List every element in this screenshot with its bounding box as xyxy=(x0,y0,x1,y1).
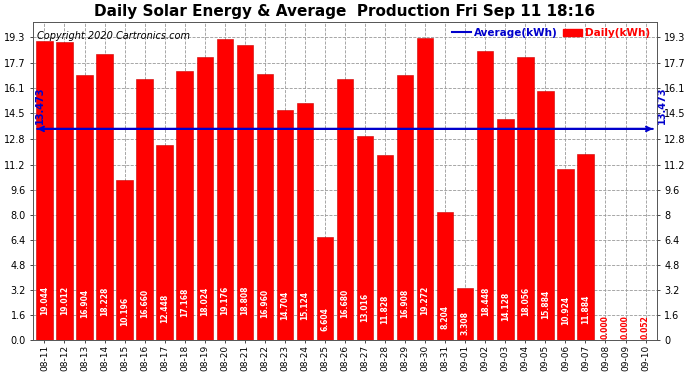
Bar xyxy=(77,75,92,340)
Bar xyxy=(357,136,373,340)
Bar xyxy=(117,180,132,340)
Text: 19.272: 19.272 xyxy=(421,285,430,315)
Text: 18.056: 18.056 xyxy=(521,287,530,316)
Text: 18.808: 18.808 xyxy=(240,286,249,315)
Text: 17.168: 17.168 xyxy=(180,288,189,317)
Bar xyxy=(417,38,433,340)
Text: 12.448: 12.448 xyxy=(160,294,169,323)
Bar xyxy=(457,288,473,340)
Text: 16.904: 16.904 xyxy=(80,288,89,318)
Bar xyxy=(497,118,513,340)
Text: 6.604: 6.604 xyxy=(320,307,329,330)
Text: 13.016: 13.016 xyxy=(361,293,370,322)
Bar xyxy=(197,57,213,340)
Bar xyxy=(537,91,553,340)
Bar xyxy=(217,39,233,340)
Text: 0.000: 0.000 xyxy=(601,315,610,339)
Text: 16.660: 16.660 xyxy=(140,289,149,318)
Bar xyxy=(337,78,353,340)
Text: 15.124: 15.124 xyxy=(300,291,309,320)
Bar xyxy=(517,57,533,340)
Text: 10.196: 10.196 xyxy=(120,297,129,326)
Text: Copyright 2020 Cartronics.com: Copyright 2020 Cartronics.com xyxy=(37,31,190,41)
Bar xyxy=(137,79,153,340)
Text: 16.908: 16.908 xyxy=(401,288,410,318)
Bar xyxy=(277,110,293,340)
Text: 16.960: 16.960 xyxy=(260,288,269,318)
Legend: Average(kWh), Daily(kWh): Average(kWh), Daily(kWh) xyxy=(451,27,651,39)
Bar xyxy=(477,51,493,340)
Bar xyxy=(97,54,112,340)
Bar xyxy=(558,169,573,340)
Text: 18.448: 18.448 xyxy=(481,286,490,316)
Bar xyxy=(157,145,173,340)
Text: 19.176: 19.176 xyxy=(220,285,229,315)
Bar xyxy=(297,103,313,340)
Text: 13.473: 13.473 xyxy=(35,87,46,124)
Bar xyxy=(57,42,72,340)
Text: 16.680: 16.680 xyxy=(340,289,350,318)
Text: 19.012: 19.012 xyxy=(60,286,69,315)
Text: 15.884: 15.884 xyxy=(541,290,550,319)
Bar xyxy=(578,154,593,340)
Text: 10.924: 10.924 xyxy=(561,296,570,325)
Text: 13.473: 13.473 xyxy=(657,87,667,124)
Text: 14.128: 14.128 xyxy=(501,292,510,321)
Bar xyxy=(377,155,393,340)
Text: 18.228: 18.228 xyxy=(100,286,109,316)
Bar xyxy=(257,74,273,340)
Text: 19.044: 19.044 xyxy=(40,286,49,315)
Bar xyxy=(397,75,413,340)
Text: 8.204: 8.204 xyxy=(441,304,450,328)
Bar xyxy=(37,42,52,340)
Bar xyxy=(237,45,253,340)
Text: 0.000: 0.000 xyxy=(621,315,630,339)
Title: Daily Solar Energy & Average  Production Fri Sep 11 18:16: Daily Solar Energy & Average Production … xyxy=(95,4,595,19)
Text: 11.884: 11.884 xyxy=(581,294,590,324)
Text: 14.704: 14.704 xyxy=(280,291,289,320)
Text: 0.052: 0.052 xyxy=(641,315,650,339)
Text: 11.828: 11.828 xyxy=(381,295,390,324)
Text: 18.024: 18.024 xyxy=(200,287,209,316)
Bar xyxy=(177,71,193,341)
Text: 3.308: 3.308 xyxy=(461,311,470,335)
Bar xyxy=(317,237,333,340)
Bar xyxy=(437,211,453,340)
